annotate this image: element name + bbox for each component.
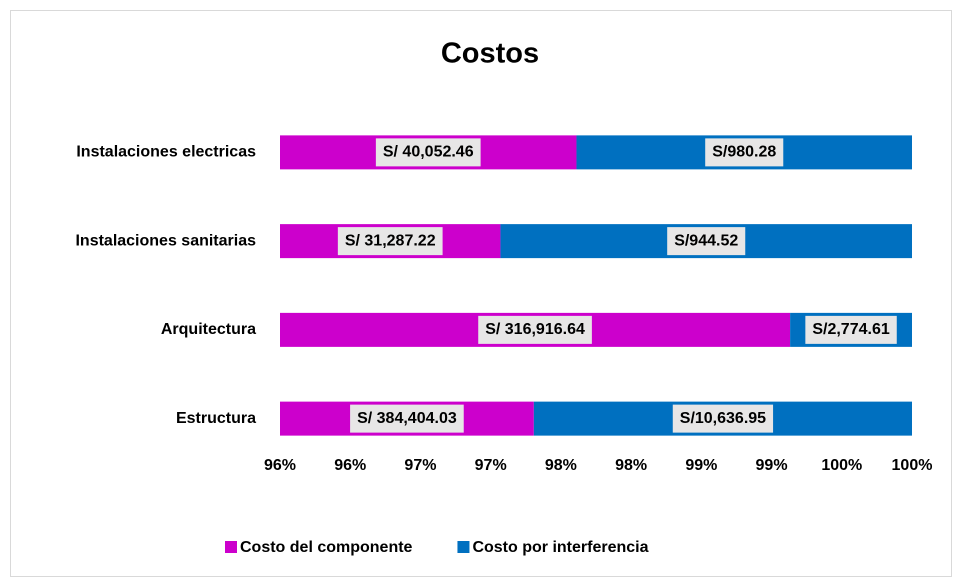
y-tick-label: Instalaciones sanitarias: [75, 232, 256, 249]
x-tick-label: 99%: [756, 457, 788, 474]
data-label: S/944.52: [674, 232, 738, 249]
data-label: S/ 384,404.03: [357, 410, 457, 427]
data-label: S/ 316,916.64: [485, 321, 585, 338]
legend-swatch: [457, 541, 470, 553]
data-label-box: [478, 315, 592, 344]
data-label: S/10,636.95: [680, 410, 766, 427]
data-label-box: [375, 138, 481, 167]
x-tick-label: 97%: [475, 457, 507, 474]
legend-label: Costo por interferencia: [472, 539, 648, 556]
x-tick-label: 96%: [334, 457, 366, 474]
data-label-box: [805, 315, 897, 344]
data-label-box: [337, 227, 443, 256]
data-label: S/ 31,287.22: [345, 232, 436, 249]
data-label-box: [705, 138, 784, 167]
data-label: S/2,774.61: [812, 321, 890, 338]
y-tick-label: Instalaciones electricas: [76, 144, 256, 161]
legend-label: Costo del componente: [240, 539, 413, 556]
data-label-box: [672, 404, 774, 433]
chart-title: Costos: [441, 38, 539, 70]
x-tick-label: 100%: [821, 457, 862, 474]
x-tick-label: 99%: [685, 457, 717, 474]
data-label: S/ 40,052.46: [383, 144, 474, 161]
data-label: S/980.28: [712, 144, 776, 161]
x-tick-label: 98%: [615, 457, 647, 474]
data-label-box: [350, 404, 464, 433]
chart-border: [10, 10, 952, 577]
x-tick-label: 96%: [264, 457, 296, 474]
y-tick-label: Estructura: [176, 410, 256, 427]
x-tick-label: 97%: [404, 457, 436, 474]
legend-swatch: [225, 541, 237, 553]
x-tick-label: 100%: [892, 457, 933, 474]
y-tick-label: Arquitectura: [161, 321, 256, 338]
data-label-box: [667, 227, 746, 256]
x-tick-label: 98%: [545, 457, 577, 474]
